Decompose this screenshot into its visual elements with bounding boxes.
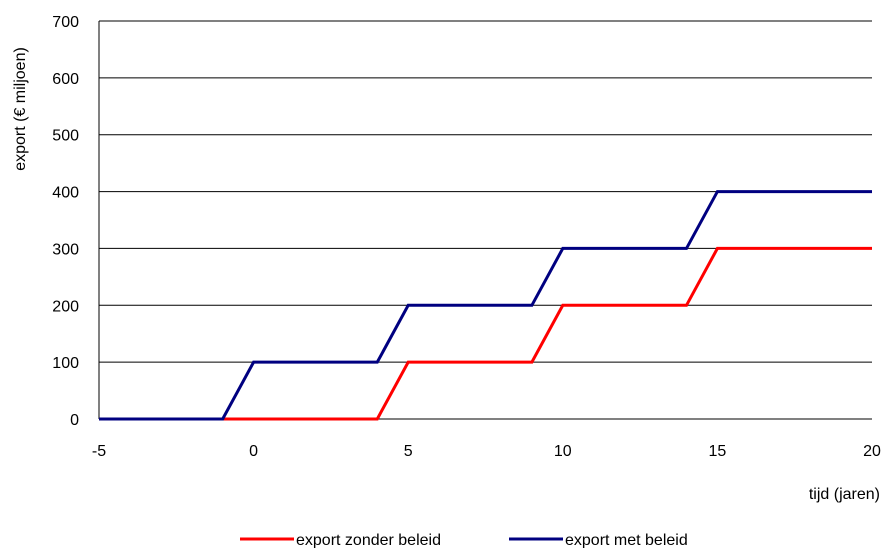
y-tick-label: 500 xyxy=(52,128,79,145)
series-line-2 xyxy=(99,190,872,421)
y-tick-label: 600 xyxy=(52,71,79,88)
x-tick-labels: -5 0 5 10 15 20 xyxy=(92,443,881,460)
x-tick-label: 5 xyxy=(404,443,413,460)
legend: export zonder beleid export met beleid xyxy=(240,532,688,548)
x-axis-title: tijd (jaren) xyxy=(809,486,880,503)
x-tick-label: 0 xyxy=(249,443,258,460)
y-tick-label: 200 xyxy=(52,298,79,315)
y-tick-label: 700 xyxy=(52,14,79,31)
x-tick-label: 10 xyxy=(554,443,572,460)
legend-label: export met beleid xyxy=(565,532,688,548)
axes xyxy=(98,21,872,420)
series-line-1 xyxy=(99,246,872,421)
legend-label: export zonder beleid xyxy=(296,532,441,548)
y-tick-label: 400 xyxy=(52,185,79,202)
y-tick-labels: 0 100 200 300 400 500 600 700 xyxy=(52,14,79,429)
x-tick-label: 15 xyxy=(709,443,727,460)
y-tick-label: 100 xyxy=(52,355,79,372)
x-tick-label: -5 xyxy=(92,443,106,460)
gridlines xyxy=(99,20,872,363)
x-tick-label: 20 xyxy=(863,443,881,460)
y-tick-label: 0 xyxy=(70,412,79,429)
series-lines xyxy=(99,190,872,421)
y-axis-title: export (€ miljoen) xyxy=(12,47,29,171)
y-tick-label: 300 xyxy=(52,241,79,258)
